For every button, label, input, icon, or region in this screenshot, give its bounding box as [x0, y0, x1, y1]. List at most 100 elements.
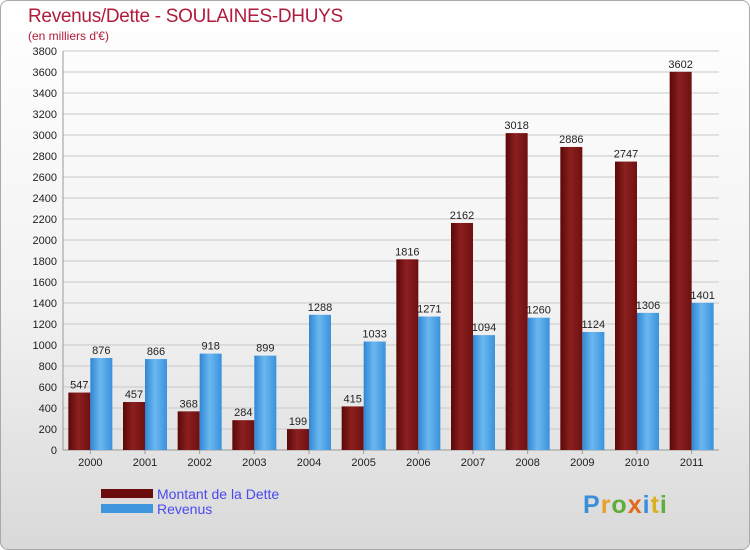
logo-letter: x: [627, 491, 643, 519]
y-tick-label: 2000: [33, 235, 57, 247]
y-tick-label: 1200: [33, 319, 57, 331]
data-label: 199: [289, 416, 307, 428]
revenus-bar: [309, 314, 331, 450]
data-label: 1401: [690, 290, 714, 302]
revenus-bar: [582, 331, 605, 450]
logo-letter: r: [600, 491, 612, 519]
y-tick-label: 1000: [33, 340, 57, 352]
y-tick-label: 1400: [33, 298, 57, 310]
dette-bar: [560, 146, 583, 450]
y-tick-label: 400: [39, 403, 57, 415]
logo-letter: o: [611, 491, 628, 519]
dette-bar: [177, 411, 200, 450]
x-tick-label: 2011: [680, 457, 704, 469]
dette-bar: [232, 420, 255, 450]
logo-letter: i: [642, 491, 651, 519]
data-label: 1094: [472, 322, 496, 334]
data-label: 899: [256, 343, 274, 355]
chart-title: Revenus/Dette - SOULAINES-DHUYS: [28, 6, 343, 27]
grid-layer: [63, 50, 719, 451]
chart-subtitle: (en milliers d'€): [28, 29, 109, 43]
revenus-bar: [473, 335, 495, 450]
y-tick-label: 2800: [33, 151, 57, 163]
y-tick-label: 3200: [33, 109, 57, 121]
data-label: 284: [234, 407, 252, 419]
data-label: 876: [92, 345, 110, 357]
y-tick-label: 3600: [33, 67, 57, 79]
data-label: 3602: [668, 59, 692, 71]
x-tick-label: 2001: [133, 457, 157, 469]
legend-label-revenus: Revenus: [157, 500, 213, 517]
dette-bar: [123, 402, 145, 450]
bar-layer: [68, 71, 714, 451]
dette-bar: [287, 429, 309, 450]
dette-bar: [451, 222, 473, 450]
legend-item-revenus: Revenus: [101, 500, 279, 517]
revenus-bar: [199, 353, 222, 450]
data-label: 2162: [450, 210, 474, 222]
dette-bar: [669, 71, 692, 450]
data-label: 457: [125, 389, 143, 401]
y-tick-label: 600: [39, 382, 57, 394]
x-tick-label: 2000: [78, 457, 102, 469]
y-tick-label: 3000: [33, 130, 57, 142]
x-tick-label: 2007: [461, 457, 485, 469]
revenus-bar: [527, 317, 550, 450]
legend-swatch-revenus: [101, 504, 153, 513]
y-tick-label: 1800: [33, 256, 57, 268]
x-tick-label: 2010: [625, 457, 649, 469]
data-label: 2886: [559, 134, 583, 146]
axis-layer: 0 200 400 600 800 1000 1200 1400 1600 1800 2000 220…: [33, 46, 719, 469]
x-tick-label: 2003: [242, 457, 266, 469]
revenus-bar: [418, 316, 441, 450]
dette-bar: [68, 392, 91, 450]
legend-label-dette: Montant de la Dette: [157, 485, 280, 502]
x-tick-label: 2006: [406, 457, 430, 469]
y-tick-label: 2400: [33, 193, 57, 205]
y-tick-label: 3800: [33, 46, 57, 58]
y-tick-label: 800: [39, 361, 57, 373]
revenus-bar: [637, 312, 659, 450]
revenus-bar: [254, 355, 277, 450]
x-tick-label: 2002: [187, 457, 211, 469]
data-label: 3018: [504, 120, 528, 132]
data-label: 1124: [582, 319, 606, 331]
data-label: 1816: [395, 246, 419, 258]
data-label: 2747: [614, 149, 638, 161]
revenus-bar: [363, 341, 386, 450]
logo-letter: P: [583, 491, 601, 519]
dette-bar: [615, 161, 637, 450]
x-tick-label: 2005: [351, 457, 375, 469]
legend: Montant de la Dette Revenus: [101, 485, 280, 517]
revenus-bar: [145, 359, 167, 450]
data-label: 415: [343, 393, 361, 405]
data-label: 1260: [526, 305, 550, 317]
label-layer: 547 876 457 866 368 918 284 899 199 1288 415 1033 18…: [70, 59, 715, 428]
data-label: 866: [147, 346, 165, 358]
dette-bar: [341, 406, 364, 450]
x-tick-label: 2009: [570, 457, 594, 469]
data-label: 918: [201, 341, 219, 353]
data-label: 1288: [308, 302, 332, 314]
y-tick-label: 0: [51, 445, 57, 457]
y-tick-label: 200: [39, 424, 57, 436]
data-label: 1271: [417, 304, 441, 316]
logo-letter: i: [659, 491, 668, 519]
data-label: 1306: [636, 300, 660, 312]
y-tick-label: 2200: [33, 214, 57, 226]
dette-bar: [396, 259, 419, 450]
revenus-bar: [90, 358, 113, 450]
x-tick-label: 2004: [297, 457, 321, 469]
legend-swatch-dette: [101, 489, 153, 498]
dette-bar: [505, 133, 528, 451]
y-tick-label: 1600: [33, 277, 57, 289]
proxiti-logo: Proxiti: [583, 491, 668, 520]
y-tick-label: 2600: [33, 172, 57, 184]
data-label: 368: [179, 398, 197, 410]
revenus-bar: [691, 302, 714, 450]
data-label: 547: [70, 380, 88, 392]
legend-item-dette: Montant de la Dette: [101, 485, 280, 502]
y-tick-label: 3400: [33, 88, 57, 100]
